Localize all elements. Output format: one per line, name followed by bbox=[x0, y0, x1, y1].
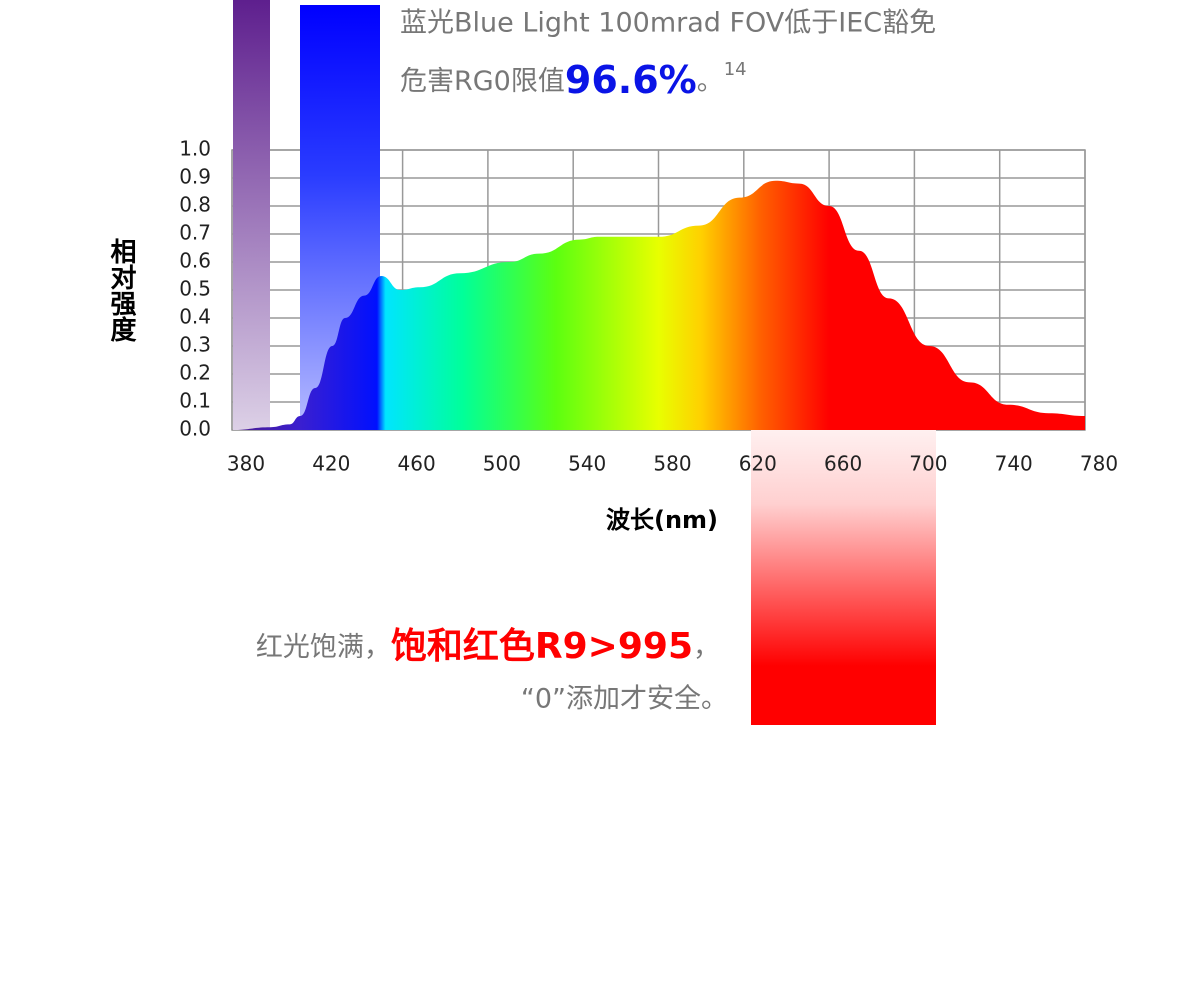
highlight: 96.6% bbox=[565, 58, 697, 102]
violet-band bbox=[233, 0, 270, 430]
spectrum-area bbox=[232, 180, 1085, 430]
x-axis-label: 波长(nm) bbox=[606, 506, 718, 534]
x-tick-label: 420 bbox=[312, 452, 350, 476]
annotation: 红光饱满， bbox=[256, 632, 391, 663]
y-tick-label: 0.8 bbox=[179, 193, 211, 217]
x-tick-label: 780 bbox=[1080, 452, 1118, 476]
y-tick-label: 0.4 bbox=[179, 305, 211, 329]
x-tick-label: 460 bbox=[398, 452, 436, 476]
y-axis-label: 相对强度 bbox=[106, 238, 136, 343]
y-tick-label: 1.0 bbox=[179, 137, 211, 161]
red-band bbox=[751, 430, 936, 725]
x-tick-label: 500 bbox=[483, 452, 521, 476]
annotation: ， bbox=[693, 632, 720, 663]
y-tick-label: 0.2 bbox=[179, 361, 211, 385]
annotation: 危害RG0限值96.6%。14 bbox=[400, 58, 747, 102]
y-tick-label: 0.1 bbox=[179, 389, 211, 413]
x-tick-label: 580 bbox=[653, 452, 691, 476]
y-tick-label: 0.7 bbox=[179, 221, 211, 245]
x-tick-label: 380 bbox=[227, 452, 265, 476]
plot bbox=[232, 180, 1085, 430]
y-tick-label: 0.0 bbox=[179, 417, 211, 441]
footnote: 14 bbox=[724, 59, 747, 80]
annotation: 。 bbox=[697, 66, 724, 97]
annotation: 蓝光Blue Light 100mrad FOV低于IEC豁免 bbox=[400, 8, 936, 39]
x-tick-label: 620 bbox=[739, 452, 777, 476]
y-tick-label: 0.5 bbox=[179, 277, 211, 301]
x-tick-label: 740 bbox=[995, 452, 1033, 476]
highlight: 饱和红色R9>995 bbox=[391, 626, 693, 667]
annotation: “0”添加才安全。 bbox=[521, 684, 728, 715]
annotation: 危害RG0限值 bbox=[400, 66, 565, 97]
y-tick-label: 0.9 bbox=[179, 165, 211, 189]
x-tick-label: 540 bbox=[568, 452, 606, 476]
annotation: 红光饱满，饱和红色R9>995， bbox=[256, 626, 720, 667]
y-tick-label: 0.6 bbox=[179, 249, 211, 273]
x-tick-label: 660 bbox=[824, 452, 862, 476]
y-tick-label: 0.3 bbox=[179, 333, 211, 357]
x-tick-label: 700 bbox=[909, 452, 947, 476]
